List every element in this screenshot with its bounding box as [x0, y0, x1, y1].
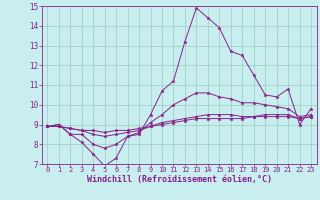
X-axis label: Windchill (Refroidissement éolien,°C): Windchill (Refroidissement éolien,°C)	[87, 175, 272, 184]
